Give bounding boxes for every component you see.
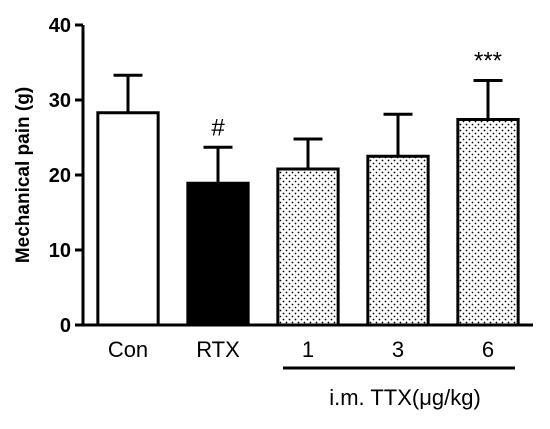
y-tick-label: 40 [49,15,71,37]
bar [276,167,340,327]
x-tick-label: 1 [302,337,314,362]
y-axis-label: Mechanical pain (g) [13,87,34,263]
y-tick-label: 30 [49,90,71,112]
group-label: i.m. TTX(μg/kg) [329,385,481,410]
y-tick-label: 0 [60,315,71,337]
x-tick-label: Con [108,337,148,362]
y-tick-label: 10 [49,240,71,262]
bars: # *** [96,48,520,327]
y-tick-label: 20 [49,165,71,187]
significance-marker: # [211,114,225,141]
y-axis: 0 10 20 30 40 [49,15,85,337]
x-axis: Con RTX 1 3 6 [83,323,533,362]
bar [96,111,160,327]
significance-marker: *** [474,48,502,75]
x-tick-label: 3 [392,337,404,362]
x-tick-label: RTX [196,337,240,362]
bar [366,154,430,327]
bar [456,118,520,327]
bar [186,181,250,327]
x-tick-label: 6 [482,337,494,362]
